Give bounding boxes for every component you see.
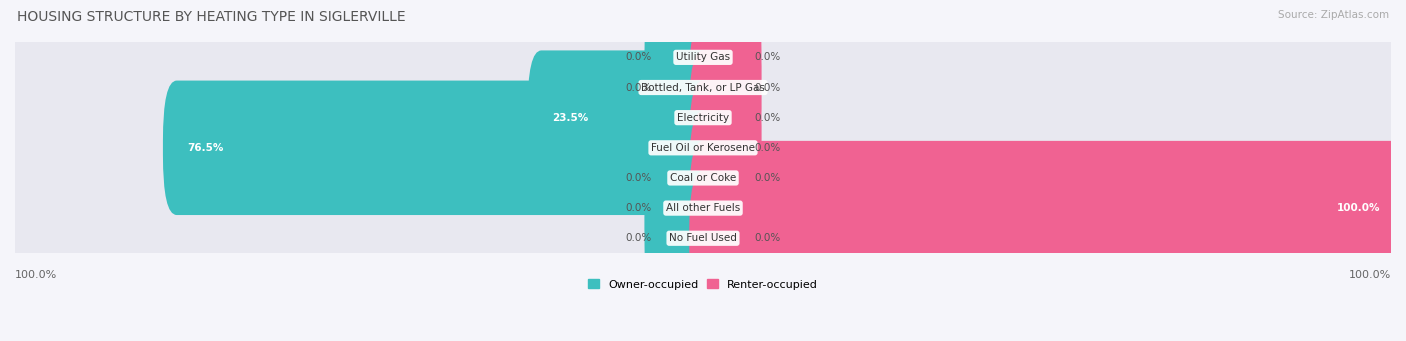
FancyBboxPatch shape bbox=[4, 5, 1402, 170]
Text: 0.0%: 0.0% bbox=[626, 173, 651, 183]
Text: 0.0%: 0.0% bbox=[755, 113, 780, 123]
Text: 100.0%: 100.0% bbox=[1348, 270, 1391, 280]
FancyBboxPatch shape bbox=[4, 97, 1402, 262]
Text: Utility Gas: Utility Gas bbox=[676, 53, 730, 62]
FancyBboxPatch shape bbox=[4, 36, 1402, 202]
Text: Fuel Oil or Kerosene: Fuel Oil or Kerosene bbox=[651, 143, 755, 153]
Text: 0.0%: 0.0% bbox=[755, 143, 780, 153]
FancyBboxPatch shape bbox=[4, 6, 1402, 171]
Text: 23.5%: 23.5% bbox=[551, 113, 588, 123]
Text: 100.0%: 100.0% bbox=[15, 270, 58, 280]
Text: Source: ZipAtlas.com: Source: ZipAtlas.com bbox=[1278, 10, 1389, 20]
Text: 0.0%: 0.0% bbox=[626, 53, 651, 62]
Text: 0.0%: 0.0% bbox=[626, 233, 651, 243]
FancyBboxPatch shape bbox=[4, 95, 1402, 261]
FancyBboxPatch shape bbox=[4, 65, 1402, 231]
FancyBboxPatch shape bbox=[4, 155, 1402, 321]
FancyBboxPatch shape bbox=[644, 111, 717, 245]
FancyBboxPatch shape bbox=[644, 0, 717, 124]
Text: 0.0%: 0.0% bbox=[755, 173, 780, 183]
FancyBboxPatch shape bbox=[644, 141, 717, 275]
FancyBboxPatch shape bbox=[644, 20, 717, 155]
Text: 0.0%: 0.0% bbox=[626, 203, 651, 213]
FancyBboxPatch shape bbox=[4, 125, 1402, 291]
FancyBboxPatch shape bbox=[4, 66, 1402, 232]
Text: 100.0%: 100.0% bbox=[1337, 203, 1381, 213]
FancyBboxPatch shape bbox=[689, 171, 762, 306]
FancyBboxPatch shape bbox=[4, 0, 1402, 141]
FancyBboxPatch shape bbox=[689, 0, 762, 124]
FancyBboxPatch shape bbox=[4, 35, 1402, 200]
Legend: Owner-occupied, Renter-occupied: Owner-occupied, Renter-occupied bbox=[583, 275, 823, 294]
Text: Bottled, Tank, or LP Gas: Bottled, Tank, or LP Gas bbox=[641, 83, 765, 92]
Text: HOUSING STRUCTURE BY HEATING TYPE IN SIGLERVILLE: HOUSING STRUCTURE BY HEATING TYPE IN SIG… bbox=[17, 10, 405, 24]
FancyBboxPatch shape bbox=[689, 141, 1405, 275]
Text: All other Fuels: All other Fuels bbox=[666, 203, 740, 213]
Text: 76.5%: 76.5% bbox=[187, 143, 224, 153]
Text: Electricity: Electricity bbox=[676, 113, 730, 123]
Text: Coal or Coke: Coal or Coke bbox=[669, 173, 737, 183]
Text: 0.0%: 0.0% bbox=[755, 83, 780, 92]
Text: 0.0%: 0.0% bbox=[755, 53, 780, 62]
FancyBboxPatch shape bbox=[4, 0, 1402, 140]
Text: 0.0%: 0.0% bbox=[626, 83, 651, 92]
FancyBboxPatch shape bbox=[689, 80, 762, 215]
FancyBboxPatch shape bbox=[4, 157, 1402, 322]
FancyBboxPatch shape bbox=[527, 50, 717, 185]
FancyBboxPatch shape bbox=[163, 80, 717, 215]
Text: No Fuel Used: No Fuel Used bbox=[669, 233, 737, 243]
FancyBboxPatch shape bbox=[689, 111, 762, 245]
Text: 0.0%: 0.0% bbox=[755, 233, 780, 243]
FancyBboxPatch shape bbox=[644, 171, 717, 306]
FancyBboxPatch shape bbox=[689, 50, 762, 185]
FancyBboxPatch shape bbox=[689, 20, 762, 155]
FancyBboxPatch shape bbox=[4, 127, 1402, 292]
